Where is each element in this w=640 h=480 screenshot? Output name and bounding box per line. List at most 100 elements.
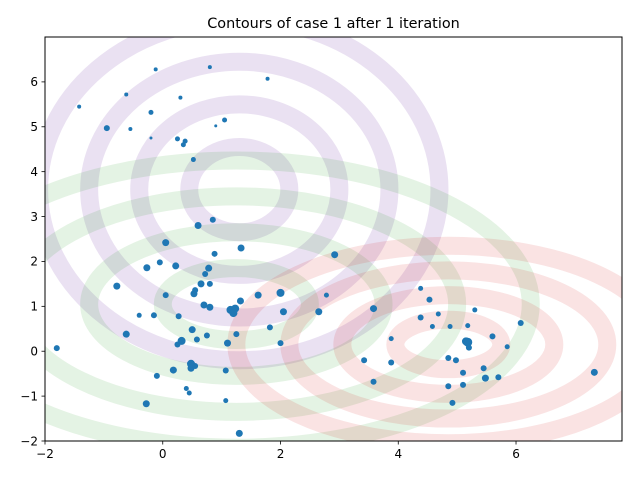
scatter-point bbox=[279, 308, 287, 316]
scatter-point bbox=[174, 136, 180, 142]
contour-ring bbox=[45, 37, 449, 370]
contour-ring bbox=[180, 137, 299, 242]
scatter-point bbox=[180, 142, 186, 148]
scatter-point bbox=[156, 259, 163, 266]
scatter-point bbox=[202, 271, 209, 278]
scatter-point bbox=[174, 341, 181, 348]
scatter-point bbox=[277, 340, 284, 347]
scatter-point bbox=[183, 385, 189, 391]
scatter-point bbox=[495, 374, 502, 381]
scatter-point bbox=[465, 323, 471, 329]
scatter-point bbox=[214, 124, 218, 128]
scatter-point bbox=[331, 251, 339, 259]
scatter-point bbox=[207, 65, 212, 70]
scatter-point bbox=[417, 314, 424, 321]
scatter-point bbox=[122, 330, 130, 338]
scatter-point bbox=[388, 359, 395, 366]
y-tick-label: 6 bbox=[30, 75, 38, 89]
scatter-point bbox=[265, 76, 270, 81]
scatter-point bbox=[103, 125, 110, 132]
y-tick-label: 0 bbox=[30, 345, 38, 359]
scatter-point bbox=[197, 280, 205, 288]
scatter-point bbox=[188, 326, 196, 334]
scatter-point bbox=[445, 354, 452, 361]
scatter-point bbox=[426, 296, 433, 303]
scatter-point bbox=[124, 92, 129, 97]
scatter-point bbox=[169, 366, 177, 374]
contour-layer bbox=[45, 37, 622, 441]
scatter-point bbox=[233, 331, 240, 338]
contour-ring bbox=[45, 151, 540, 441]
scatter-point bbox=[178, 95, 183, 100]
y-tick-label: 4 bbox=[30, 165, 38, 179]
scatter-point bbox=[206, 303, 214, 311]
scatter-point bbox=[517, 319, 524, 326]
y-tick-label: 1 bbox=[30, 300, 38, 314]
scatter-point bbox=[435, 311, 441, 317]
scatter-point bbox=[480, 365, 487, 372]
contour-ring bbox=[333, 286, 564, 403]
scatter-point bbox=[481, 374, 489, 382]
scatter-point bbox=[206, 280, 213, 287]
scatter-point bbox=[148, 109, 154, 115]
scatter-point bbox=[452, 357, 459, 364]
scatter-point bbox=[315, 308, 323, 316]
scatter-point bbox=[236, 297, 244, 305]
scatter-point bbox=[209, 216, 216, 223]
y-tick-label: 3 bbox=[30, 210, 38, 224]
scatter-point bbox=[463, 337, 473, 347]
x-tick-label: 0 bbox=[159, 447, 167, 461]
scatter-point bbox=[175, 313, 182, 320]
scatter-point bbox=[276, 288, 285, 297]
scatter-point bbox=[136, 312, 142, 318]
scatter-point bbox=[113, 282, 121, 290]
x-tick-label: −2 bbox=[36, 447, 54, 461]
scatter-point bbox=[472, 307, 478, 313]
scatter-point bbox=[190, 290, 198, 298]
scatter-point bbox=[153, 67, 158, 72]
axes: −2 0 2 4 6 −2 −1 0 1 2 3 4 5 6 bbox=[20, 36, 623, 461]
scatter-points bbox=[53, 65, 598, 437]
scatter-point bbox=[323, 292, 329, 298]
scatter-point bbox=[211, 250, 218, 257]
scatter-point bbox=[235, 429, 243, 437]
contour-ring bbox=[227, 236, 622, 441]
scatter-point bbox=[162, 292, 169, 299]
scatter-point bbox=[194, 222, 202, 230]
contour-ring bbox=[45, 187, 467, 421]
scatter-point bbox=[192, 363, 199, 370]
scatter-point bbox=[590, 368, 598, 376]
scatter-point bbox=[388, 336, 394, 342]
scatter-point bbox=[460, 369, 467, 376]
scatter-point bbox=[229, 309, 238, 318]
y-tick-label: −1 bbox=[20, 389, 38, 403]
y-tick-label: −2 bbox=[20, 434, 38, 448]
scatter-point bbox=[370, 378, 377, 385]
scatter-point bbox=[162, 239, 170, 247]
scatter-point bbox=[445, 383, 452, 390]
scatter-point bbox=[429, 324, 435, 330]
scatter-point bbox=[193, 336, 200, 343]
scatter-point bbox=[150, 312, 157, 319]
scatter-point bbox=[447, 324, 453, 330]
scatter-point bbox=[254, 291, 262, 299]
contour-ring bbox=[80, 223, 393, 385]
scatter-point bbox=[190, 157, 196, 163]
scatter-point bbox=[223, 398, 229, 404]
contour-ring bbox=[386, 310, 511, 379]
scatter-point bbox=[203, 332, 210, 339]
scatter-point bbox=[465, 344, 472, 351]
scatter-point bbox=[224, 339, 232, 347]
scatter-point bbox=[449, 399, 456, 406]
contour-ring bbox=[153, 259, 319, 350]
scatter-point bbox=[200, 301, 208, 309]
y-tick-label: 2 bbox=[30, 255, 38, 269]
x-tick-label: 6 bbox=[512, 447, 520, 461]
scatter-point bbox=[128, 127, 133, 132]
scatter-point bbox=[504, 344, 510, 350]
scatter-point bbox=[149, 136, 153, 140]
scatter-point bbox=[418, 285, 424, 291]
scatter-point bbox=[370, 305, 378, 313]
scatter-point bbox=[489, 333, 496, 340]
